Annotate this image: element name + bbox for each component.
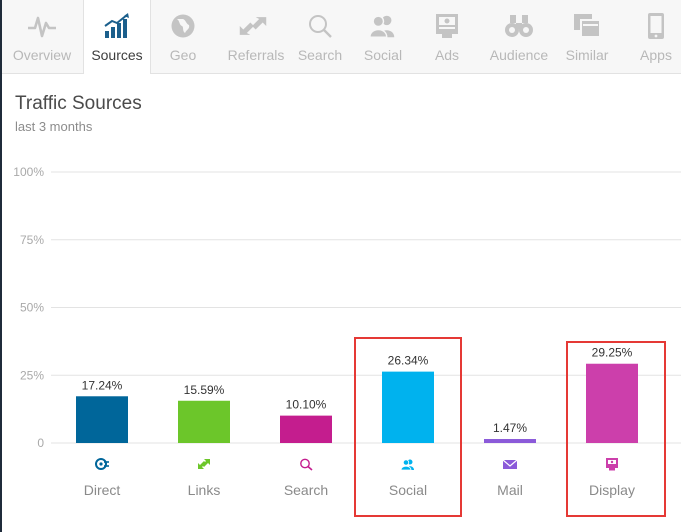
tab-audience[interactable]: Audience <box>486 0 552 73</box>
people-icon <box>368 11 398 41</box>
bar-direct <box>76 396 128 443</box>
tab-similar[interactable]: Similar <box>554 0 620 73</box>
category-label: Direct <box>84 482 121 498</box>
tab-referrals[interactable]: Referrals <box>220 0 286 73</box>
category-label: Social <box>389 482 427 498</box>
direct-icon <box>95 458 109 470</box>
window-left-edge <box>0 0 2 532</box>
category-label: Mail <box>497 482 523 498</box>
globe-icon <box>168 11 198 41</box>
tab-label: Ads <box>434 47 460 63</box>
social-icon <box>400 459 414 471</box>
bar-value-label: 15.59% <box>184 383 225 397</box>
tab-sources[interactable]: Sources <box>83 0 151 74</box>
tab-label: Sources <box>91 47 143 63</box>
bar-display <box>586 363 638 443</box>
y-tick-label: 100% <box>13 165 44 179</box>
tab-social[interactable]: Social <box>350 0 416 73</box>
tab-search[interactable]: Search <box>287 0 353 73</box>
category-label: Search <box>284 482 328 498</box>
y-tick-label: 0 <box>37 436 44 450</box>
category-label: Display <box>589 482 635 498</box>
bar-search <box>280 415 332 443</box>
tab-apps[interactable]: Apps <box>623 0 681 73</box>
social-highlight-box <box>354 337 462 517</box>
bar-value-label: 29.25% <box>592 346 633 360</box>
bar-value-label: 10.10% <box>286 398 327 412</box>
tab-label: Social <box>363 47 403 63</box>
tab-label: Audience <box>489 47 549 63</box>
tab-label: Overview <box>12 47 72 63</box>
tab-label: Apps <box>640 47 672 63</box>
search-icon <box>300 458 313 471</box>
tab-geo[interactable]: Geo <box>150 0 216 73</box>
y-tick-label: 50% <box>20 301 44 315</box>
panel-subtitle: last 3 months <box>15 119 93 134</box>
phone-icon <box>641 11 671 41</box>
traffic-sources-chart: 0 25% 50% 75% 100% 17.24% Direct 15.59% Links 10.… <box>13 165 681 498</box>
bar-mail <box>484 439 536 443</box>
links-icon <box>198 459 210 469</box>
bar-value-label: 17.24% <box>82 378 123 392</box>
tab-label: Geo <box>169 47 197 63</box>
search-icon <box>305 11 335 41</box>
ads-icon <box>432 11 462 41</box>
display-highlight-box <box>566 341 666 517</box>
category-label: Links <box>188 482 221 498</box>
arrows-icon <box>238 11 268 41</box>
bar-links <box>178 400 230 443</box>
binoculars-icon <box>504 11 534 41</box>
mail-icon <box>502 459 518 469</box>
section-tab-bar: Overview Sources Geo Referrals <box>2 0 681 74</box>
panel-title: Traffic Sources <box>15 93 142 114</box>
y-tick-label: 75% <box>20 233 44 247</box>
tab-ads[interactable]: Ads <box>414 0 480 73</box>
bar-value-label: 1.47% <box>493 421 527 435</box>
tab-overview[interactable]: Overview <box>9 0 75 73</box>
pulse-icon <box>27 11 57 41</box>
tab-label: Similar <box>565 47 609 63</box>
similar-icon <box>572 11 602 41</box>
tab-label: Referrals <box>227 47 285 63</box>
bar-chart-icon <box>102 11 132 41</box>
display-icon <box>606 458 618 471</box>
bar-value-label: 26.34% <box>388 354 429 368</box>
tab-label: Search <box>297 47 343 63</box>
y-tick-label: 25% <box>20 368 44 382</box>
bar-social <box>382 371 434 443</box>
